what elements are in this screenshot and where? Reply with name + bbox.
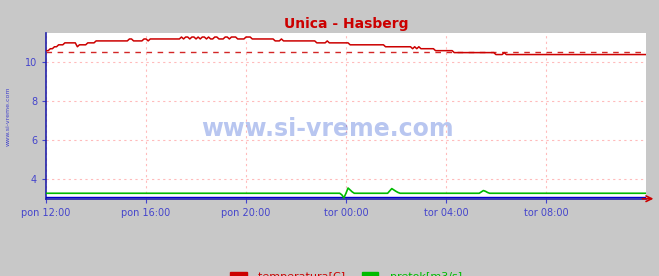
Text: www.si-vreme.com: www.si-vreme.com bbox=[5, 86, 11, 146]
Text: www.si-vreme.com: www.si-vreme.com bbox=[202, 117, 454, 141]
Legend:   temperatura[C],   pretok[m3/s]: temperatura[C], pretok[m3/s] bbox=[225, 267, 467, 276]
Title: Unica - Hasberg: Unica - Hasberg bbox=[284, 17, 408, 31]
